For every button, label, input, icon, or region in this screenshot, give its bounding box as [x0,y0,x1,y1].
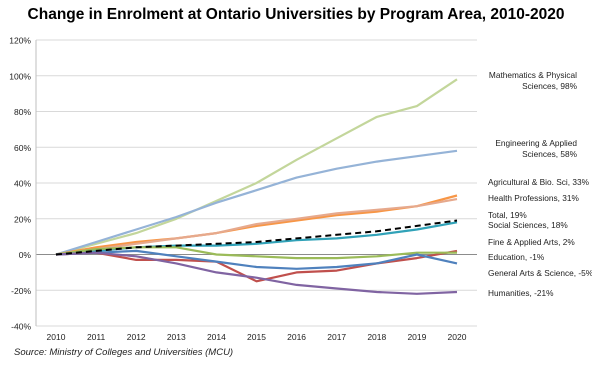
series-line [55,249,458,270]
x-tick-label: 2014 [207,332,226,342]
series-line [55,249,458,283]
series-label: Humanities, -21% [488,288,554,298]
y-tick-label: 40% [14,179,31,189]
series-label: Sciences, 98% [522,81,578,91]
y-tick-label: 60% [14,143,31,153]
series-label: Engineering & Applied [495,138,577,148]
y-tick-label: 0% [19,250,32,260]
y-tick-label: 120% [9,36,31,46]
series-label: Fine & Applied Arts, 2% [488,237,575,247]
series-label: General Arts & Science, -5% [488,268,592,278]
series-line [55,198,458,256]
y-tick-label: 80% [14,107,31,117]
series-label: Mathematics & Physical [489,70,577,80]
y-tick-label: 20% [14,214,31,224]
y-tick-label: -20% [11,286,31,296]
chart-source: Source: Ministry of Colleges and Univers… [14,347,234,358]
series-label: Education, -1% [488,252,545,262]
series-line [55,246,457,260]
series-line [55,194,458,256]
series-line [55,149,458,256]
x-tick-label: 2020 [448,332,467,342]
x-tick-label: 2010 [47,332,66,342]
series-line [55,219,458,256]
chart-title: Change in Enrolment at Ontario Universit… [27,6,565,23]
series-label: Total, 19% [488,210,527,220]
series-line [55,251,458,295]
x-tick-label: 2013 [167,332,186,342]
x-tick-label: 2016 [287,332,306,342]
series-line [55,78,458,256]
series-label: Health Professions, 31% [488,193,579,203]
x-tick-label: 2017 [327,332,346,342]
x-tick-label: 2012 [127,332,146,342]
x-tick-label: 2011 [87,332,106,342]
series-label: Social Sciences, 18% [488,220,568,230]
series-label: Agricultural & Bio. Sci, 33% [488,177,590,187]
x-tick-label: 2015 [247,332,266,342]
x-tick-label: 2019 [407,332,426,342]
y-tick-label: 100% [9,71,31,81]
x-tick-label: 2018 [367,332,386,342]
y-tick-label: -40% [11,322,31,332]
series-label: Sciences, 58% [522,149,578,159]
